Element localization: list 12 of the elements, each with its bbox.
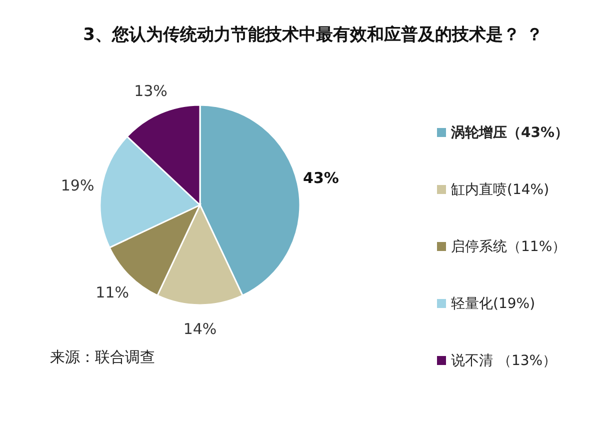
legend-label: 涡轮增压（43%） [450, 125, 569, 141]
legend-label: 启停系统（11%） [451, 239, 566, 255]
source-note: 来源：联合调查 [50, 348, 155, 366]
legend-label: 说不清 （13%） [451, 353, 557, 369]
chart-title: 3、您认为传统动力节能技术中最有效和应普及的技术是？ ？ [83, 24, 543, 45]
data-label: 11% [96, 284, 129, 302]
data-label: 14% [183, 320, 217, 338]
data-label: 19% [60, 176, 94, 195]
data-label: 43% [303, 168, 339, 187]
legend-label: 缸内直喷(14%) [451, 182, 550, 198]
legend-label: 轻量化(19%) [451, 296, 536, 312]
data-label: 13% [134, 82, 168, 100]
